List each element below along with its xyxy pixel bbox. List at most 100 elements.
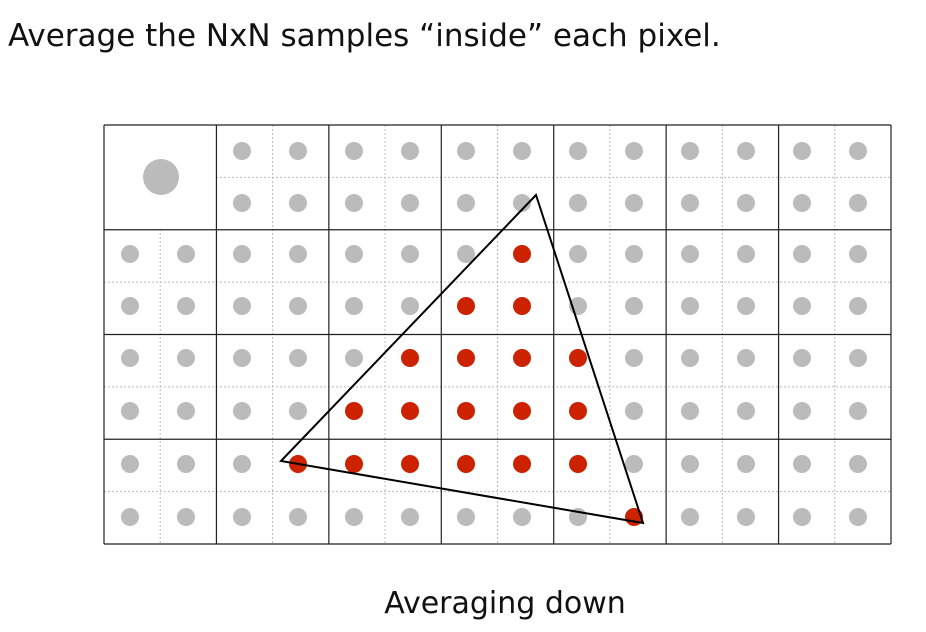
sample [289, 245, 307, 263]
sample [793, 508, 811, 526]
sample-inside [513, 455, 531, 473]
sample [401, 297, 419, 315]
caption: Averaging down [384, 586, 626, 621]
sample [849, 142, 867, 160]
sample [849, 349, 867, 367]
sample [737, 297, 755, 315]
sample [681, 142, 699, 160]
sample [289, 349, 307, 367]
sample [849, 508, 867, 526]
sample [121, 402, 139, 420]
sample [177, 402, 195, 420]
slide-title: Average the NxN samples “inside” each pi… [8, 18, 721, 54]
sample [457, 194, 475, 212]
sample [793, 142, 811, 160]
sample [793, 194, 811, 212]
sample [401, 142, 419, 160]
sample [569, 194, 587, 212]
sample [177, 349, 195, 367]
sample [849, 194, 867, 212]
sample [793, 402, 811, 420]
sample-inside [569, 349, 587, 367]
sample [289, 194, 307, 212]
sample [289, 142, 307, 160]
sample [401, 245, 419, 263]
sample [513, 508, 531, 526]
sample [569, 245, 587, 263]
sample [345, 142, 363, 160]
sample-inside [401, 455, 419, 473]
sample [177, 245, 195, 263]
sample [289, 297, 307, 315]
sample [233, 297, 251, 315]
sample [737, 402, 755, 420]
pixel-grid [103, 124, 892, 545]
sample [681, 402, 699, 420]
sample [793, 349, 811, 367]
sample [793, 455, 811, 473]
sample [177, 508, 195, 526]
sample [233, 349, 251, 367]
sample-inside [513, 297, 531, 315]
sample [233, 245, 251, 263]
sample [737, 508, 755, 526]
sample [625, 402, 643, 420]
sample [849, 455, 867, 473]
sample [569, 142, 587, 160]
sample-inside [401, 402, 419, 420]
sample [793, 297, 811, 315]
samples [121, 142, 867, 526]
sample-inside [457, 349, 475, 367]
sample [625, 194, 643, 212]
sample [177, 455, 195, 473]
sample [681, 455, 699, 473]
sample [289, 508, 307, 526]
sample [233, 194, 251, 212]
sample-inside [401, 349, 419, 367]
sample-inside [345, 455, 363, 473]
sample [737, 455, 755, 473]
sample-inside [457, 297, 475, 315]
sample [121, 455, 139, 473]
sample [737, 194, 755, 212]
sample [233, 402, 251, 420]
sample [457, 508, 475, 526]
sample-inside [569, 455, 587, 473]
sample [121, 297, 139, 315]
sample [737, 142, 755, 160]
sample [401, 194, 419, 212]
sample [737, 349, 755, 367]
sample [289, 402, 307, 420]
sample [345, 508, 363, 526]
sample-inside [569, 402, 587, 420]
sample [233, 455, 251, 473]
sample [177, 297, 195, 315]
sample [849, 297, 867, 315]
sample [681, 194, 699, 212]
sample [681, 245, 699, 263]
sample [513, 142, 531, 160]
sample [681, 349, 699, 367]
sample [625, 297, 643, 315]
sample [345, 245, 363, 263]
sample [849, 245, 867, 263]
sample-inside [513, 349, 531, 367]
sample-inside [513, 402, 531, 420]
sample [681, 508, 699, 526]
sample-inside [457, 455, 475, 473]
sample [233, 508, 251, 526]
sample-inside [457, 402, 475, 420]
sample [345, 297, 363, 315]
sample [233, 142, 251, 160]
sample-inside [513, 245, 531, 263]
sample-inside [345, 402, 363, 420]
sample [345, 194, 363, 212]
sample [625, 349, 643, 367]
sample [849, 402, 867, 420]
sample [345, 349, 363, 367]
sample [625, 142, 643, 160]
triangle [278, 193, 645, 525]
sample [681, 297, 699, 315]
sample [625, 245, 643, 263]
